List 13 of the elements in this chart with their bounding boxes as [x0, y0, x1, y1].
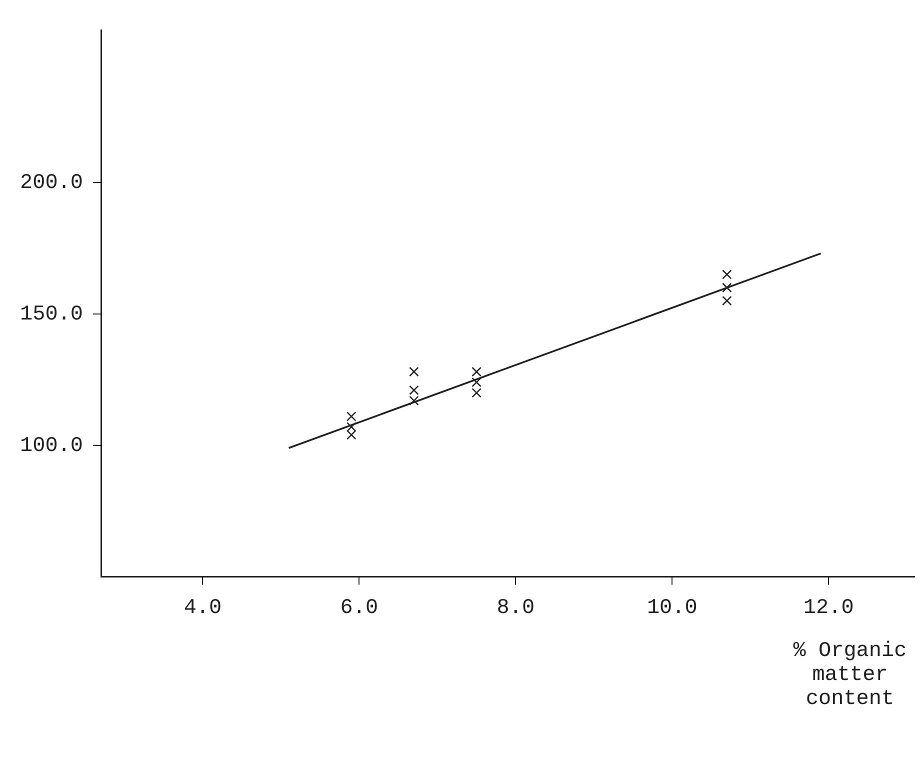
point	[722, 270, 732, 280]
y-tick-label: 200.0	[20, 172, 84, 196]
x-tick-label: 8.0	[496, 596, 535, 620]
y-tick-label: 100.0	[20, 434, 84, 458]
point	[722, 296, 732, 306]
y-tick-label: 150.0	[20, 303, 84, 326]
x-axis-title: % Organic matter content	[792, 640, 908, 712]
point	[409, 366, 419, 377]
x-tick-label: 10.0	[646, 596, 698, 620]
x-tick-label: 12.0	[803, 596, 854, 620]
x-tick-label: 4.0	[184, 596, 222, 620]
point	[722, 282, 732, 293]
x-tick-label: 6.0	[340, 596, 378, 620]
